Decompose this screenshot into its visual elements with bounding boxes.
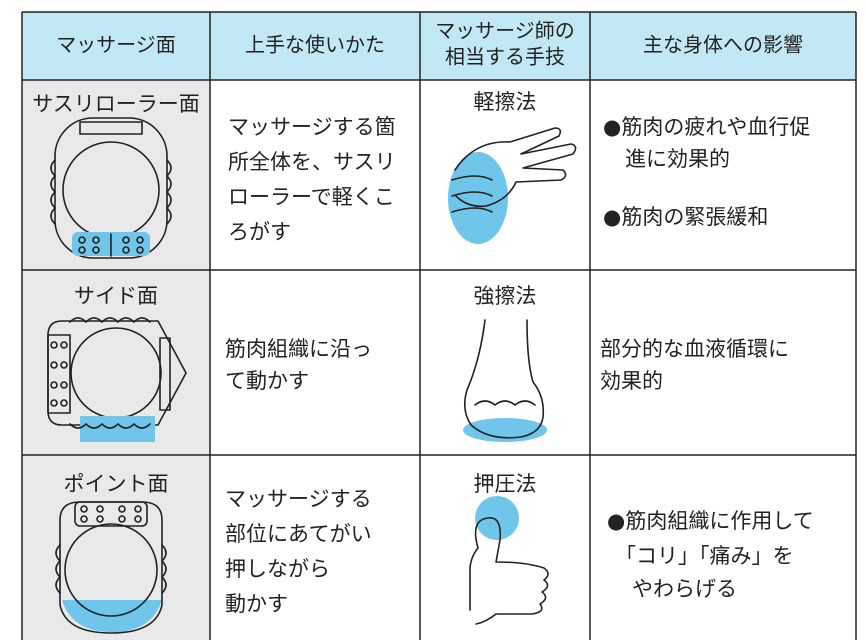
hand-light-stroke [448, 127, 577, 244]
usage-line: 部位にあてがい [225, 522, 372, 546]
usage-line: ローラーで軽くこ [228, 185, 395, 209]
table-grid [21, 11, 857, 640]
header-cell: 主な身体への影響 [643, 33, 803, 57]
header-cell: 上手な使いかた [245, 33, 385, 57]
usage-line: マッサージする [225, 487, 372, 511]
device-side [47, 317, 187, 442]
surface-name: ポイント面 [64, 472, 169, 496]
effect-line: 部分的な血液循環に [600, 337, 789, 361]
usage-line: 動かす [225, 592, 288, 616]
effect-line: 「コリ」「痛み」を [615, 544, 794, 568]
header-bg [22, 12, 856, 80]
effect-line: やわらげる [632, 577, 737, 601]
hand-strong-stroke [463, 319, 547, 442]
header-cell: マッサージ師の [435, 19, 575, 43]
device-roller [50, 117, 172, 259]
usage-line: マッサージする箇 [228, 115, 396, 139]
usage-line: ろがす [228, 220, 291, 244]
header-cell: 相当する手技 [445, 45, 565, 69]
header: マッサージ面 上手な使いかた マッサージ師の 相当する手技 主な身体への影響 [56, 19, 803, 69]
header-cell: マッサージ面 [56, 33, 176, 57]
surface-name: サスリローラー面 [32, 92, 200, 116]
effect-line: ●筋肉の疲れや血行促 [603, 115, 810, 139]
usage-line: て動かす [225, 369, 309, 393]
usage-line: 筋肉組織に沿っ [225, 337, 372, 361]
technique: 軽擦法 [474, 90, 537, 114]
effect-line: 効果的 [600, 369, 663, 393]
effect-line: ●筋肉組織に作用して [607, 509, 814, 533]
usage-line: 押しながら [225, 557, 330, 581]
first-col-bg [22, 80, 210, 640]
technique: 強擦法 [474, 284, 537, 308]
surface-name: サイド面 [74, 284, 158, 308]
technique: 押圧法 [474, 472, 537, 496]
effect-line: 進に効果的 [625, 147, 730, 171]
effect-line: ●筋肉の緊張緩和 [603, 205, 768, 229]
device-point [55, 501, 167, 634]
hand-pressure [469, 496, 549, 625]
usage-line: 所全体を、サスリ [228, 150, 396, 174]
